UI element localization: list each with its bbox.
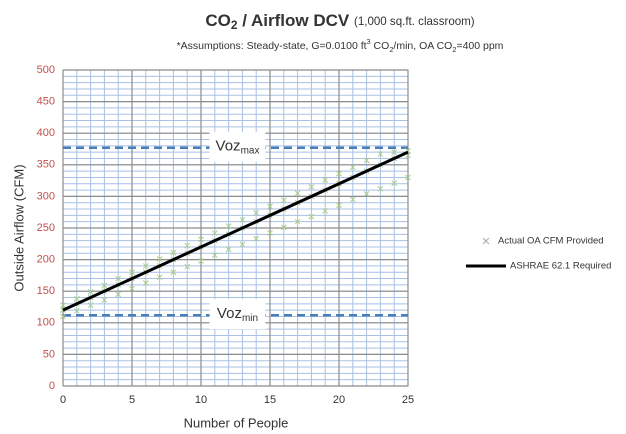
scatter-point <box>391 149 398 156</box>
scatter-point <box>101 282 108 289</box>
y-tick-label: 200 <box>37 254 55 266</box>
scatter-point <box>115 291 122 298</box>
text-part: /min, OA CO <box>393 40 452 52</box>
scatter-point <box>156 274 163 281</box>
scatter-point <box>267 203 273 210</box>
scatter-point <box>129 285 135 292</box>
scatter-point <box>349 196 356 203</box>
scatter-point <box>184 263 191 270</box>
scatter-point <box>60 302 66 308</box>
y-axis-label: Outside Airflow (CFM) <box>11 164 26 291</box>
scatter-point <box>239 216 246 223</box>
scatter-point <box>336 202 342 209</box>
y-tick-label: 450 <box>37 96 55 108</box>
scatter-point <box>211 230 218 236</box>
scatter-point <box>142 280 149 286</box>
y-tick-label: 50 <box>43 348 55 360</box>
scatter-point <box>294 218 301 225</box>
scatter-point <box>405 174 411 181</box>
y-tick-label: 100 <box>37 317 55 329</box>
scatter-point <box>87 288 94 295</box>
y-tick-label: 0 <box>49 380 55 392</box>
scatter-point <box>363 157 370 164</box>
scatter-point <box>322 177 329 183</box>
text-part: 3 <box>367 37 371 46</box>
scatter-point <box>73 295 80 302</box>
legend-marker <box>482 237 490 245</box>
y-tick-label: 250 <box>37 222 55 234</box>
reference-label-box <box>209 131 266 162</box>
legend-label: Actual OA CFM Provided <box>498 236 604 247</box>
text-part: 2 <box>231 18 238 32</box>
x-tick-label: 5 <box>129 394 135 406</box>
line <box>62 150 409 312</box>
x-tick-label: 10 <box>195 394 207 406</box>
scatter-point <box>87 302 94 308</box>
scatter-point <box>170 269 177 276</box>
scatter-point <box>73 307 80 314</box>
text-part: Voz <box>216 138 241 155</box>
text-part: CO <box>205 11 231 30</box>
scatter-point <box>294 190 301 197</box>
text-part: *Assumptions: Steady-state, G=0.0100 ft <box>177 40 367 52</box>
y-tick-label: 150 <box>37 285 55 297</box>
scatter-point <box>308 213 315 220</box>
y-tick-label: 400 <box>37 127 55 139</box>
scatter-point <box>363 191 370 197</box>
scatter-point <box>391 180 398 186</box>
y-tick-label: 300 <box>37 190 55 202</box>
legend-label: ASHRAE 62.1 Required <box>510 261 611 272</box>
scatter-point <box>115 275 122 282</box>
scatter-point <box>198 236 204 243</box>
text-part: min <box>242 313 258 324</box>
chart-title: CO2 / Airflow DCV (1,000 sq.ft. classroo… <box>205 11 474 32</box>
x-tick-label: 0 <box>60 394 66 406</box>
scatter-point <box>377 151 384 157</box>
reference-label-box <box>209 299 266 330</box>
x-tick-label: 25 <box>402 394 414 406</box>
scatter-point <box>101 297 108 303</box>
chart-subtitle: *Assumptions: Steady-state, G=0.0100 ft3… <box>177 37 504 54</box>
scatter-point <box>170 249 177 256</box>
scatter-point <box>239 241 246 248</box>
scatter-point <box>349 164 356 171</box>
x-tick-label: 20 <box>333 394 345 406</box>
scatter-point <box>225 246 232 253</box>
y-tick-label: 350 <box>37 159 55 171</box>
text-part: (1,000 sq.ft. classroom) <box>354 16 475 28</box>
reference-label: Vozmin <box>217 305 258 324</box>
y-tick-label: 500 <box>37 64 55 76</box>
scatter-point <box>267 230 273 236</box>
scatter-point <box>377 185 384 192</box>
scatter-point <box>280 224 287 231</box>
scatter-point <box>280 197 287 204</box>
scatter-point <box>211 252 218 259</box>
scatter-point <box>142 263 149 269</box>
text-part: Voz <box>217 305 242 322</box>
x-tick-label: 15 <box>264 394 276 406</box>
scatter-point <box>253 209 260 216</box>
text-part: max <box>241 145 260 156</box>
x-axis-label: Number of People <box>184 415 289 430</box>
scatter-point <box>308 184 315 190</box>
text-part: / Airflow DCV <box>237 11 354 30</box>
scatter-point <box>322 208 329 214</box>
scatter-point <box>60 313 66 320</box>
scatter-point <box>253 235 260 242</box>
text-part: CO <box>371 40 390 52</box>
scatter-point <box>156 256 163 262</box>
scatter-point <box>225 223 232 229</box>
reference-label: Vozmax <box>216 138 260 157</box>
scatter-point <box>198 258 204 264</box>
scatter-point <box>336 170 342 177</box>
scatter-point <box>129 269 135 276</box>
text-part: 2 <box>452 45 456 54</box>
scatter-point <box>184 242 191 249</box>
text-part: =400 ppm <box>456 40 503 52</box>
text-part: 2 <box>389 45 393 54</box>
